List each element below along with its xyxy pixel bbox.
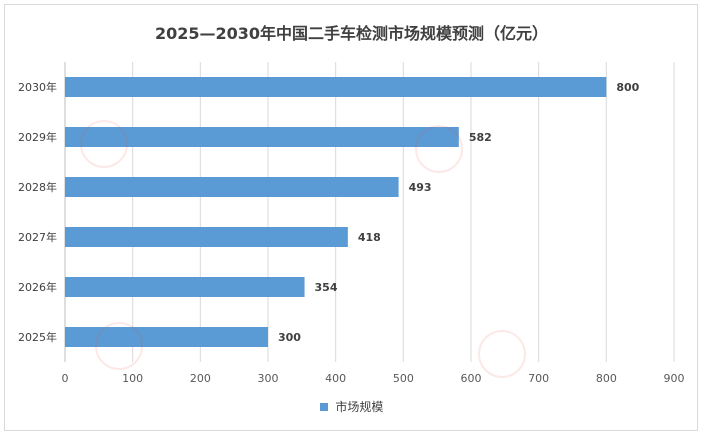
x-tick-label: 600 xyxy=(461,372,482,385)
y-tick-label: 2027年 xyxy=(18,230,57,244)
legend-swatch xyxy=(319,402,328,411)
data-label: 300 xyxy=(278,331,301,344)
y-tick-label: 2025年 xyxy=(18,330,57,344)
x-tick-label: 300 xyxy=(258,372,279,385)
bar xyxy=(65,227,348,247)
bar xyxy=(65,277,305,297)
y-tick-label: 2030年 xyxy=(18,80,57,94)
data-label: 354 xyxy=(315,281,338,294)
data-label: 582 xyxy=(469,131,492,144)
legend-label: 市场规模 xyxy=(335,400,384,414)
x-tick-label: 200 xyxy=(190,372,211,385)
x-tick-label: 700 xyxy=(528,372,549,385)
bar xyxy=(65,327,268,347)
x-tick-label: 500 xyxy=(393,372,414,385)
bar xyxy=(65,127,459,147)
x-tick-label: 800 xyxy=(596,372,617,385)
data-label: 800 xyxy=(616,81,639,94)
bar xyxy=(65,177,399,197)
x-tick-label: 400 xyxy=(325,372,346,385)
legend: 市场规模 xyxy=(0,398,703,415)
x-tick-label: 0 xyxy=(62,372,69,385)
y-tick-label: 2026年 xyxy=(18,280,57,294)
x-tick-label: 100 xyxy=(122,372,143,385)
data-label: 493 xyxy=(409,181,432,194)
bar xyxy=(65,77,607,97)
chart-frame xyxy=(4,4,698,431)
data-label: 418 xyxy=(358,231,381,244)
chart-title: 2025—2030年中国二手车检测市场规模预测（亿元） xyxy=(154,24,549,43)
y-tick-label: 2029年 xyxy=(18,130,57,144)
x-tick-label: 900 xyxy=(664,372,685,385)
y-tick-label: 2028年 xyxy=(18,180,57,194)
